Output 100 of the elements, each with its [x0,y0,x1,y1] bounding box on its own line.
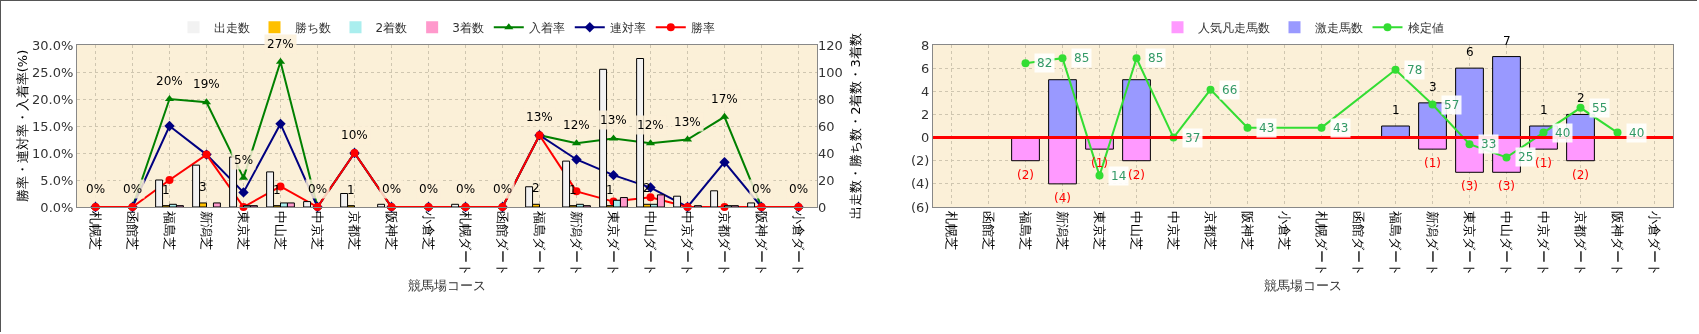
data-label: 0% [419,182,439,196]
y-tick-label: 0.0% [40,199,74,215]
x-tick-label: 中山ダート [643,210,659,276]
data-label: 0% [789,182,809,196]
x-tick-label: 函館芝 [981,210,997,250]
data-label: 3 [199,180,207,194]
legend-label: 連対率 [609,20,646,35]
y2-tick-label: 100 [818,64,843,80]
data-label: 6 [1466,45,1474,59]
x-tick-label: 福島芝 [162,210,178,250]
x-axis-title: 競馬場コース [1264,277,1342,293]
data-label: 12% [637,118,664,132]
x-tick-label: 札幌芝 [944,210,960,250]
data-label: 40 [1629,126,1645,140]
x-tick-label: 札幌ダート [1314,210,1330,276]
legend-label: 人気凡走馬数 [1197,20,1270,35]
data-label: 37 [1185,131,1201,145]
x-tick-label: 阪神芝 [1240,210,1256,250]
x-axis-title: 競馬場コース [408,277,486,293]
y-tick-label: (6) [910,199,930,215]
data-label: 85 [1148,51,1164,65]
y-tick-label: 0 [921,130,930,146]
y-tick-label: 2 [921,106,930,122]
x-tick-label: 阪神芝 [384,210,400,250]
x-tick-label: 阪神ダート [1610,210,1626,276]
data-label: 17% [711,92,738,106]
x-tick-label: 福島ダート [532,210,548,276]
data-label: 19% [193,77,220,91]
data-label: 20% [156,74,183,88]
x-tick-label: 新潟芝 [199,210,215,250]
x-tick-label: 小倉芝 [1277,210,1293,250]
data-label: 5% [234,153,254,167]
y-tick-label: (4) [910,176,930,192]
data-label: (2) [1128,168,1145,182]
data-label: (3) [1498,179,1515,193]
data-label: 33 [1481,137,1497,151]
y-tick-label: 25.0% [32,64,74,80]
x-tick-label: 中山芝 [1129,210,1145,250]
data-label: 13% [600,113,627,127]
x-tick-label: 小倉芝 [421,210,437,250]
data-label: 3 [1429,80,1437,94]
x-tick-label: 函館ダート [495,210,511,276]
data-label: 66 [1222,83,1238,97]
y-tick-label: 4 [921,83,930,99]
y-tick-label: 15.0% [32,118,74,134]
y2-tick-label: 20 [818,172,835,188]
x-tick-label: 京都芝 [1203,210,1219,250]
data-label: 14 [1111,169,1127,183]
data-label: 78 [1407,63,1423,77]
data-label: 2 [532,181,540,195]
data-label: 0% [493,182,513,196]
x-tick-label: 中山芝 [273,210,289,250]
y-tick-label: 10.0% [32,145,74,161]
x-tick-label: 中京芝 [310,210,326,250]
data-label: 0% [308,182,328,196]
x-tick-label: 京都ダート [717,210,733,276]
x-tick-label: 新潟芝 [1055,210,1071,250]
legend-label: 勝ち数 [294,20,331,35]
y2-tick-label: 80 [818,91,835,107]
x-tick-label: 函館ダート [1351,210,1367,276]
x-tick-label: 中山ダート [1499,210,1515,276]
x-tick-label: 福島ダート [1388,210,1404,276]
legend-label: 出走数 [213,20,250,35]
x-tick-label: 札幌芝 [88,210,104,250]
data-label: (1) [1424,156,1441,170]
data-label: 82 [1037,56,1053,70]
x-tick-label: 札幌ダート [458,210,474,276]
y2-tick-label: 40 [818,145,835,161]
x-tick-label: 東京芝 [236,210,252,250]
data-label: 43 [1333,121,1349,135]
x-tick-label: 小倉ダート [1647,210,1663,276]
data-label: 85 [1074,51,1090,65]
y-tick-label: 5.0% [40,172,74,188]
data-label: 13% [526,110,553,124]
data-label: 13% [674,115,701,129]
x-tick-label: 小倉ダート [791,210,807,276]
legend-label: 3着数 [452,20,484,35]
data-label: 55 [1592,101,1608,115]
y2-tick-label: 120 [818,37,843,53]
data-label: 0% [382,182,402,196]
y-tick-label: (2) [910,153,930,169]
legend-label: 勝率 [690,20,715,35]
y-tick-label: 8 [921,37,930,53]
y-axis-title: 勝率・連対率・入着率(%) [15,49,31,203]
data-label: 1 [162,183,170,197]
data-label: (4) [1054,191,1071,205]
x-tick-label: 函館芝 [125,210,141,250]
legend-label: 激走馬数 [1314,20,1363,35]
y2-axis-title: 出走数・勝ち数・2着数・3着数 [847,33,863,219]
data-label: 0% [86,182,106,196]
data-label: 10% [341,128,368,142]
legend-label: 2着数 [375,20,408,35]
data-label: 12% [563,118,590,132]
x-tick-label: 中京芝 [1166,210,1182,250]
data-label: 0% [752,182,772,196]
y2-tick-label: 0 [818,199,827,215]
legend-label: 入着率 [528,20,565,35]
data-label: (1) [1535,156,1552,170]
y2-tick-label: 60 [818,118,835,134]
data-label: 25 [1518,150,1534,164]
